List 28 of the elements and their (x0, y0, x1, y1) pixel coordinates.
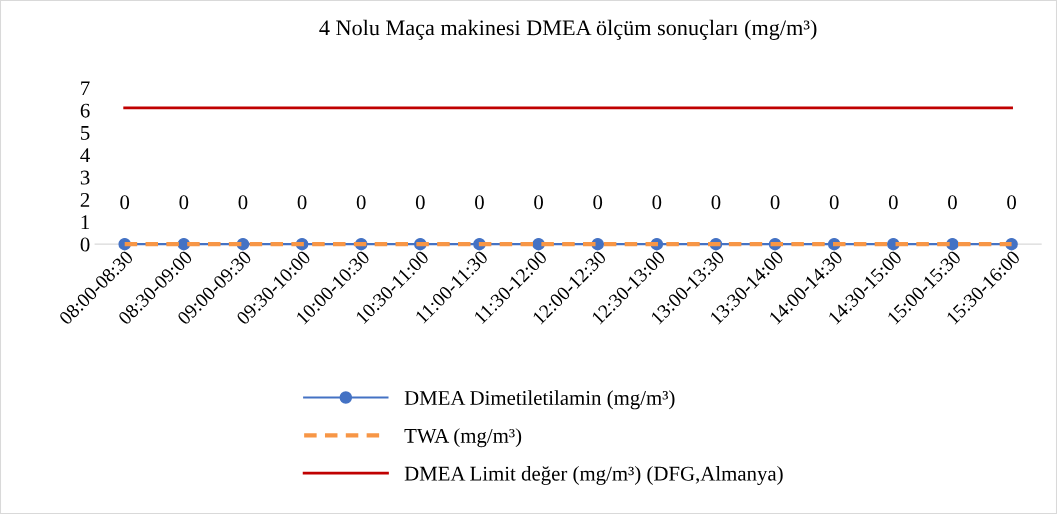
legend-label: DMEA Limit değer (mg/m³) (DFG,Almanya) (404, 466, 783, 485)
data-label: 0 (652, 195, 662, 210)
data-label: 0 (948, 195, 957, 210)
legend-label: DMEA Dimetiletilamin (mg/m³) (404, 390, 675, 410)
legend-label: TWA (mg/m³) (404, 428, 522, 448)
data-label: 0 (829, 195, 839, 210)
data-label: 0 (356, 195, 366, 210)
data-label: 0 (888, 195, 898, 210)
data-label: 0 (593, 195, 603, 210)
data-label: 0 (297, 195, 307, 210)
y-tick-label: 1 (81, 215, 90, 230)
data-label: 0 (770, 195, 780, 210)
y-tick-label: 3 (80, 170, 90, 185)
data-label: 0 (120, 195, 130, 210)
y-tick-label: 6 (80, 103, 90, 118)
y-tick-label: 0 (80, 237, 90, 252)
data-label: 0 (534, 195, 543, 210)
y-tick-label: 4 (80, 148, 90, 163)
y-tick-label: 5 (81, 126, 90, 140)
y-tick-label: 7 (81, 81, 90, 96)
data-label: 0 (1007, 195, 1016, 210)
data-label: 0 (415, 195, 425, 210)
data-label: 0 (711, 195, 721, 210)
y-tick-label: 2 (80, 192, 90, 207)
chart-title: 4 Nolu Maça makinesi DMEA ölçüm sonuçları (mg/m³) (319, 19, 817, 40)
data-label: 0 (475, 195, 484, 210)
data-label: 0 (238, 195, 248, 210)
data-label: 0 (179, 195, 189, 210)
